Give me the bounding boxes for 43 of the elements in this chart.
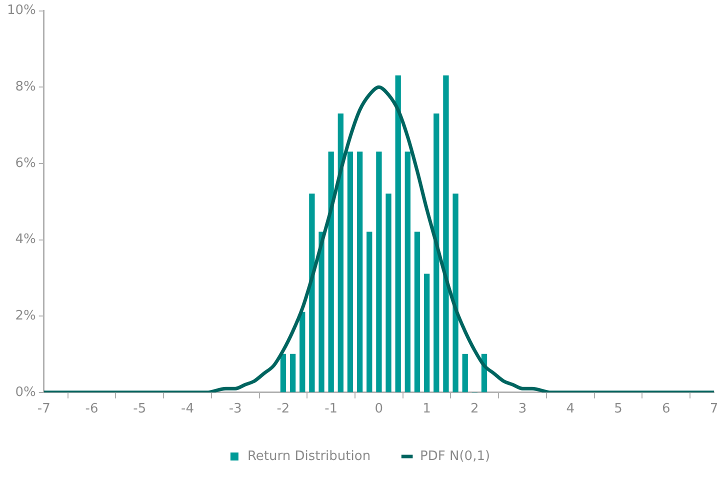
y-tick-label: 8%: [15, 79, 36, 94]
bar: [318, 232, 324, 392]
bar: [356, 152, 363, 392]
x-tick-label: 3: [518, 402, 527, 417]
x-tick-label: 4: [566, 402, 575, 417]
y-tick-label: 10%: [6, 3, 36, 18]
x-tick-label: -6: [85, 402, 98, 417]
x-tick-label: 2: [470, 402, 479, 417]
y-tick-label: 6%: [15, 156, 36, 171]
bar: [338, 114, 344, 392]
x-tick-label: -3: [228, 402, 242, 417]
x-tick-label: 0: [374, 402, 384, 417]
bar: [347, 152, 354, 392]
x-tick-label: 7: [710, 402, 718, 417]
bar: [386, 194, 392, 392]
bar: [300, 312, 306, 392]
x-tick-label: -2: [276, 402, 290, 417]
y-tick-label: 0%: [15, 384, 36, 400]
bar: [376, 152, 382, 392]
bar: [404, 152, 410, 392]
y-tick-label: 2%: [15, 308, 36, 324]
bar: [309, 194, 315, 392]
bar: [290, 354, 296, 392]
x-tick-label: -1: [324, 402, 338, 417]
x-tick-label: 6: [662, 402, 670, 417]
x-tick-label: -5: [133, 402, 146, 417]
x-tick-label: -7: [37, 402, 50, 417]
x-tick-label: 5: [614, 402, 622, 417]
bar: [395, 75, 401, 392]
bar: [443, 75, 449, 392]
bar: [424, 274, 430, 392]
legend-label: Return Distribution: [247, 448, 371, 464]
x-tick-label: 1: [422, 402, 431, 417]
bar: [366, 232, 372, 392]
bar: [452, 194, 458, 392]
bar: [434, 114, 440, 392]
bar: [328, 152, 334, 392]
y-tick-label: 4%: [15, 232, 36, 248]
bar: [462, 354, 468, 392]
legend-label: PDF N(0,1): [420, 448, 490, 464]
bar: [414, 232, 420, 392]
bar: [280, 354, 286, 392]
x-tick-label: -4: [181, 402, 194, 417]
